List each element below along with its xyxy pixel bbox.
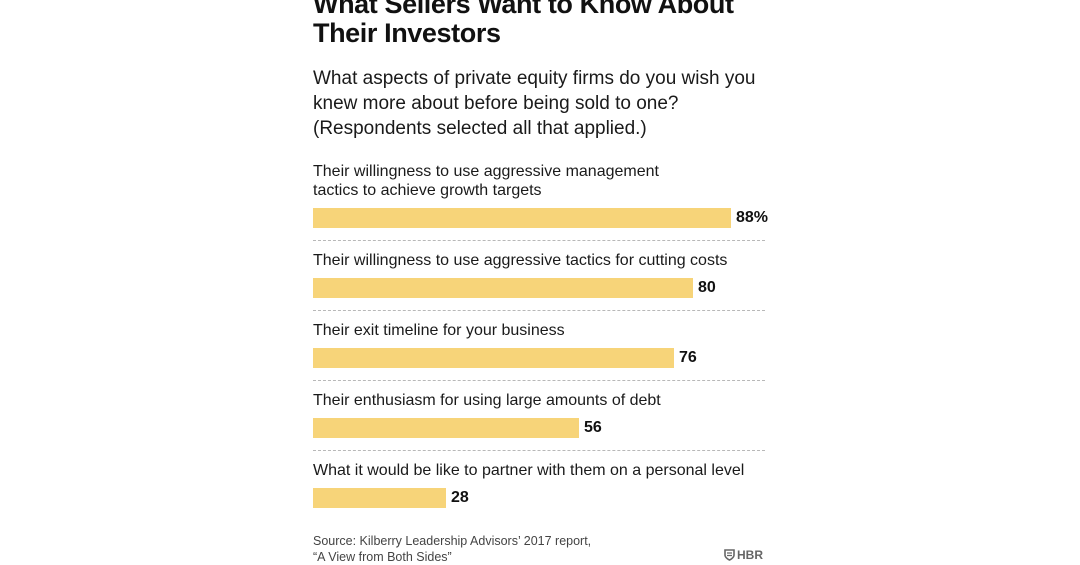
divider [313, 380, 765, 381]
hbr-shield-icon [724, 549, 735, 561]
bar-category-label: Their willingness to use aggressive mana… [313, 163, 659, 199]
bar [313, 348, 674, 368]
chart-title: What Sellers Want to Know About Their In… [313, 0, 734, 48]
chart-subtitle: What aspects of private equity firms do … [313, 68, 756, 139]
divider [313, 450, 765, 451]
bar [313, 278, 693, 298]
bar-category-label: What it would be like to partner with th… [313, 462, 745, 479]
bar-category-label: Their enthusiasm for using large amounts… [313, 392, 661, 409]
bar-item: Their exit timeline for your business 76 [313, 321, 773, 368]
bar-value-label: 80 [698, 279, 716, 296]
bar-category-label: Their exit timeline for your business [313, 322, 565, 339]
divider [313, 310, 765, 311]
bar-row: 88% [313, 208, 773, 228]
hbr-logo: HBR [724, 548, 763, 562]
bar [313, 488, 446, 508]
source-note: Source: Kilberry Leadership Advisors’ 20… [313, 534, 592, 564]
bar-row: 80 [313, 278, 773, 298]
bar-category-label: Their willingness to use aggressive tact… [313, 252, 728, 269]
bar-item: What it would be like to partner with th… [313, 461, 773, 508]
bar-item: Their enthusiasm for using large amounts… [313, 391, 773, 438]
bar-value-label: 56 [584, 419, 602, 436]
bar-row: 28 [313, 488, 773, 508]
bar-row: 76 [313, 348, 773, 368]
divider [313, 240, 765, 241]
bar-item: Their willingness to use aggressive tact… [313, 251, 773, 298]
bar-value-label: 28 [451, 489, 469, 506]
bar [313, 418, 579, 438]
bar-value-label: 88% [736, 209, 769, 226]
bar-chart: Their willingness to use aggressive mana… [313, 162, 773, 508]
bar [313, 208, 731, 228]
bar-value-label: 76 [679, 349, 697, 366]
chart-container: What Sellers Want to Know About Their In… [313, 0, 773, 508]
bar-item: Their willingness to use aggressive mana… [313, 162, 773, 228]
bar-row: 56 [313, 418, 773, 438]
hbr-logo-text: HBR [737, 548, 763, 562]
